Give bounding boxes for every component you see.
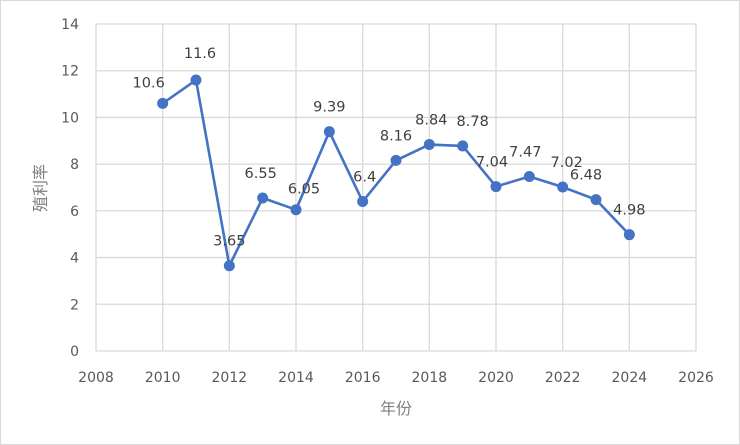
data-label: 6.55 [245,166,277,182]
data-label: 6.05 [288,182,320,198]
y-tick-label: 2 [70,297,79,313]
data-label: 8.78 [457,114,489,130]
data-label: 7.02 [551,155,583,171]
data-point-marker [457,140,469,152]
y-tick-label: 0 [70,344,79,360]
y-tick-label: 8 [70,157,79,173]
y-tick-label: 6 [70,204,79,220]
x-tick-label: 2020 [478,370,514,386]
x-tick-label: 2010 [145,370,181,386]
y-tick-label: 10 [61,110,79,126]
data-point-marker [490,181,502,193]
data-label: 9.39 [313,100,345,116]
data-label: 11.6 [184,46,216,62]
data-point-marker [190,74,202,86]
y-tick-label: 14 [61,17,79,33]
x-tick-label: 2014 [278,370,314,386]
gridlines [95,23,697,352]
data-label: 8.16 [380,128,412,144]
data-point-marker [557,181,569,193]
x-axis-ticks: 2008 2010 2012 2014 2016 2018 2020 2022 2024 2026 [78,370,714,386]
y-tick-label: 12 [61,64,79,80]
y-axis-ticks: 0 2 4 6 8 10 12 14 [61,17,79,360]
data-point-marker [390,154,402,166]
y-axis-title: 殖利率 [31,164,50,212]
x-tick-label: 2026 [678,370,714,386]
x-tick-label: 2018 [412,370,448,386]
data-label: 4.98 [613,203,645,219]
data-point-marker [290,204,302,216]
series-line [157,74,635,272]
data-label: 6.48 [570,168,602,184]
data-point-marker [257,192,269,204]
data-label: 7.47 [509,145,541,161]
data-point-marker [223,260,235,272]
x-tick-label: 2022 [545,370,581,386]
data-label: 7.04 [476,155,508,171]
data-point-marker [157,97,169,109]
data-point-marker [323,126,335,138]
data-label: 6.4 [353,170,376,186]
y-tick-label: 4 [70,251,79,267]
data-label: 10.6 [133,75,165,91]
data-labels: 10.6 11.6 3.65 6.55 6.05 9.39 6.4 8.168.84 8.78 7… [133,46,646,250]
data-label: 8.84 [415,113,447,129]
data-point-marker [623,229,635,241]
data-point-marker [523,171,535,183]
data-point-marker [590,194,602,206]
data-point-marker [423,139,435,151]
x-tick-label: 2008 [78,370,114,386]
x-tick-label: 2024 [612,370,648,386]
data-point-marker [357,196,369,208]
data-label: 3.65 [213,234,245,250]
x-axis-title: 年份 [380,399,412,418]
x-tick-label: 2012 [212,370,248,386]
x-tick-label: 2016 [345,370,381,386]
